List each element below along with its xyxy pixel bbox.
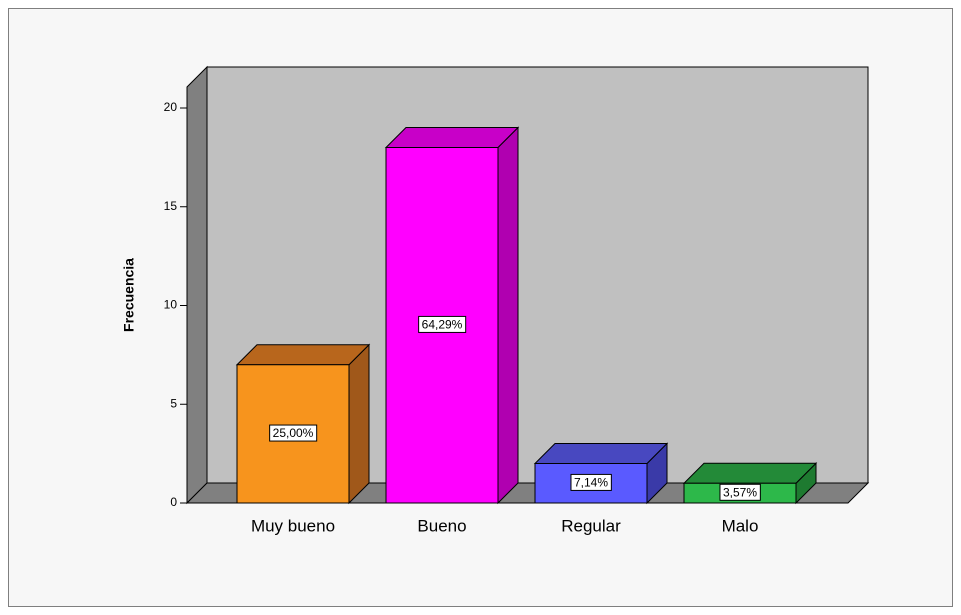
bar-top xyxy=(384,127,520,148)
bar-side xyxy=(348,343,370,505)
bar-side xyxy=(497,126,519,505)
y-tick-label: 10 xyxy=(164,298,178,312)
y-axis-label: Frecuencia xyxy=(121,258,137,332)
data-label-box xyxy=(269,424,318,442)
data-label-box xyxy=(719,483,761,501)
bar xyxy=(533,442,669,505)
data-label: 25,00% xyxy=(273,426,314,440)
x-tick-label: Regular xyxy=(561,516,621,535)
data-label: 7,14% xyxy=(574,475,608,489)
bar-top xyxy=(533,443,669,464)
data-label: 3,57% xyxy=(723,485,757,499)
x-tick-label: Muy bueno xyxy=(251,516,335,535)
bar-top xyxy=(235,344,371,366)
x-tick-label: Bueno xyxy=(417,516,466,535)
data-label-box xyxy=(570,473,612,491)
y-tick-label: 20 xyxy=(164,100,178,114)
data-label-box xyxy=(418,315,467,333)
y-tick-label: 0 xyxy=(170,495,177,509)
x-tick-label: Malo xyxy=(722,516,759,535)
y-tick-label: 5 xyxy=(170,396,177,410)
data-label: 64,29% xyxy=(422,317,463,331)
bar xyxy=(235,343,371,505)
side-wall xyxy=(186,65,208,505)
bar xyxy=(384,126,520,505)
bar-top xyxy=(682,462,818,484)
y-tick-label: 15 xyxy=(164,199,178,213)
